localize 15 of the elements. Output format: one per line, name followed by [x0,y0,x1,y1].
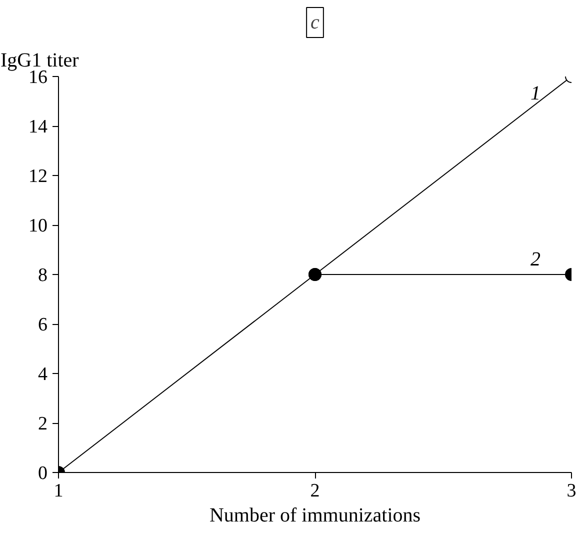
y-tick-label: 14 [28,116,48,138]
y-tick-label: 10 [28,216,48,236]
y-tick-label: 0 [38,463,48,484]
chart-title: c [310,12,320,34]
y-tick-label: 6 [38,314,48,336]
series-label: 1 [530,82,540,104]
x-tick-label: 2 [310,480,320,502]
y-tick-label: 4 [38,364,48,385]
y-tick-label: 12 [28,166,48,187]
x-tick-label: 3 [566,480,576,502]
x-axis-title: Number of immunizations [209,504,421,526]
y-tick-label: 8 [38,265,48,286]
y-tick-label: 2 [38,414,48,434]
series-label: 2 [530,248,540,270]
x-tick-label: 1 [54,480,64,502]
